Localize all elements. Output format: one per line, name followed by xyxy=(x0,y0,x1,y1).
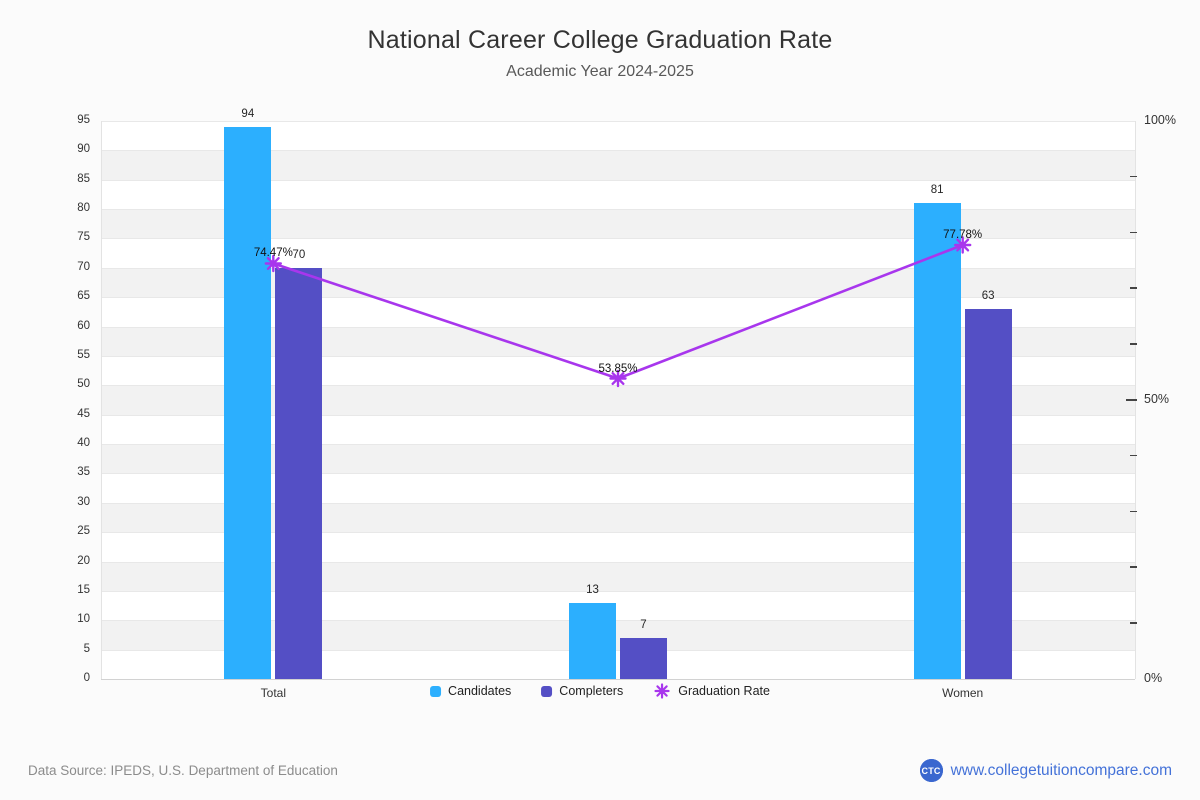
plot-border-left xyxy=(101,121,102,679)
left-axis-tick-label: 45 xyxy=(77,407,90,420)
right-axis-tick xyxy=(1130,175,1137,178)
x-axis-label: Women xyxy=(942,686,984,700)
bar-candidates[interactable] xyxy=(224,126,272,679)
left-axis-tick-label: 95 xyxy=(77,114,90,126)
left-axis-tick-label: 50 xyxy=(77,378,90,391)
rate-point-label: 74.47% xyxy=(253,247,293,260)
gridline xyxy=(101,561,1135,563)
bar-value-label: 70 xyxy=(292,248,306,261)
grid-band xyxy=(101,620,1135,650)
gridline xyxy=(101,502,1135,504)
left-axis-tick-label: 65 xyxy=(77,290,90,303)
gridline xyxy=(101,620,1135,622)
left-axis-tick-label: 35 xyxy=(77,466,90,479)
grid-band xyxy=(101,561,1135,591)
right-axis-tick xyxy=(1130,343,1137,345)
branding[interactable]: CTC www.collegetuitioncompare.com xyxy=(919,759,1172,782)
left-axis-tick-label: 55 xyxy=(77,348,90,361)
bar-completers[interactable] xyxy=(620,637,667,679)
left-axis-tick-label: 80 xyxy=(77,202,90,215)
rate-point-label: 53.85% xyxy=(598,362,638,375)
gridline xyxy=(101,179,1135,181)
right-axis-tick xyxy=(1130,622,1137,624)
bar-candidates[interactable] xyxy=(913,203,961,679)
ctc-logo-icon: CTC xyxy=(919,759,943,782)
grid-band xyxy=(101,385,1135,415)
data-source-note: Data Source: IPEDS, U.S. Department of E… xyxy=(28,763,338,778)
right-axis-tick xyxy=(1130,510,1137,513)
right-axis-tick xyxy=(1130,454,1137,457)
gridline xyxy=(101,649,1135,651)
website-link[interactable]: www.collegetuitioncompare.com xyxy=(950,761,1172,779)
legend-label: Completers xyxy=(559,684,624,698)
right-axis-tick xyxy=(1130,287,1137,289)
grid-band xyxy=(101,209,1135,239)
gridline xyxy=(101,150,1135,152)
left-axis-tick-label: 20 xyxy=(77,554,90,567)
bar-completers[interactable] xyxy=(964,308,1012,679)
legend-square-swatch-icon xyxy=(430,685,442,697)
left-axis-tick-label: 0 xyxy=(83,672,90,684)
gridline xyxy=(101,209,1135,211)
legend: Candidates Completers Graduation Rate xyxy=(430,682,770,700)
x-axis-label: Total xyxy=(260,686,287,700)
bar-value-label: 7 xyxy=(640,618,647,631)
left-axis-tick-label: 75 xyxy=(77,231,90,244)
grid-band xyxy=(101,502,1135,533)
gridline xyxy=(101,590,1135,592)
right-axis-tick xyxy=(1130,231,1137,234)
gridline xyxy=(101,444,1135,446)
gridline xyxy=(101,414,1135,416)
bar-value-label: 63 xyxy=(981,289,995,302)
left-axis-tick-label: 60 xyxy=(77,319,90,332)
left-axis-tick-label: 30 xyxy=(77,495,90,508)
legend-square-swatch-icon xyxy=(541,685,553,697)
legend-item-candidates[interactable]: Candidates xyxy=(430,684,511,698)
legend-asterisk-icon xyxy=(654,683,670,699)
gridline xyxy=(101,238,1135,240)
left-axis-tick-label: 70 xyxy=(77,260,90,273)
bar-completers[interactable] xyxy=(275,267,323,679)
left-axis-tick-label: 25 xyxy=(77,525,90,538)
chart-subtitle: Academic Year 2024-2025 xyxy=(506,63,694,80)
right-axis-tick-label: 100% xyxy=(1144,113,1176,127)
bar-value-label: 13 xyxy=(586,583,599,596)
gridline xyxy=(101,473,1135,475)
right-axis-tick-label: 50% xyxy=(1144,392,1170,406)
left-axis-tick-label: 15 xyxy=(77,583,90,596)
legend-label: Graduation Rate xyxy=(678,684,770,698)
rate-point-label: 77.78% xyxy=(943,228,983,241)
gridline xyxy=(101,121,1135,122)
bar-value-label: 81 xyxy=(930,184,944,197)
bar-candidates[interactable] xyxy=(569,602,616,679)
bar-value-label: 94 xyxy=(241,107,255,120)
legend-item-completers[interactable]: Completers xyxy=(541,684,623,698)
left-axis-tick-label: 40 xyxy=(77,437,90,450)
left-axis-tick-label: 5 xyxy=(83,642,90,655)
left-axis-tick-label: 85 xyxy=(77,172,90,185)
left-axis-tick-label: 90 xyxy=(77,143,90,156)
right-axis-tick xyxy=(1130,566,1137,568)
chart-title: National Career College Graduation Rate xyxy=(367,26,833,54)
grid-band xyxy=(101,444,1135,474)
gridline xyxy=(101,679,1135,680)
legend-item-graduation-rate[interactable]: Graduation Rate xyxy=(653,682,770,700)
right-axis-tick xyxy=(1126,399,1137,401)
grid-band xyxy=(101,150,1135,180)
right-axis-tick-label: 0% xyxy=(1144,671,1163,685)
legend-label: Candidates xyxy=(448,684,512,698)
gridline xyxy=(101,532,1135,534)
left-axis-tick-label: 10 xyxy=(77,613,90,626)
